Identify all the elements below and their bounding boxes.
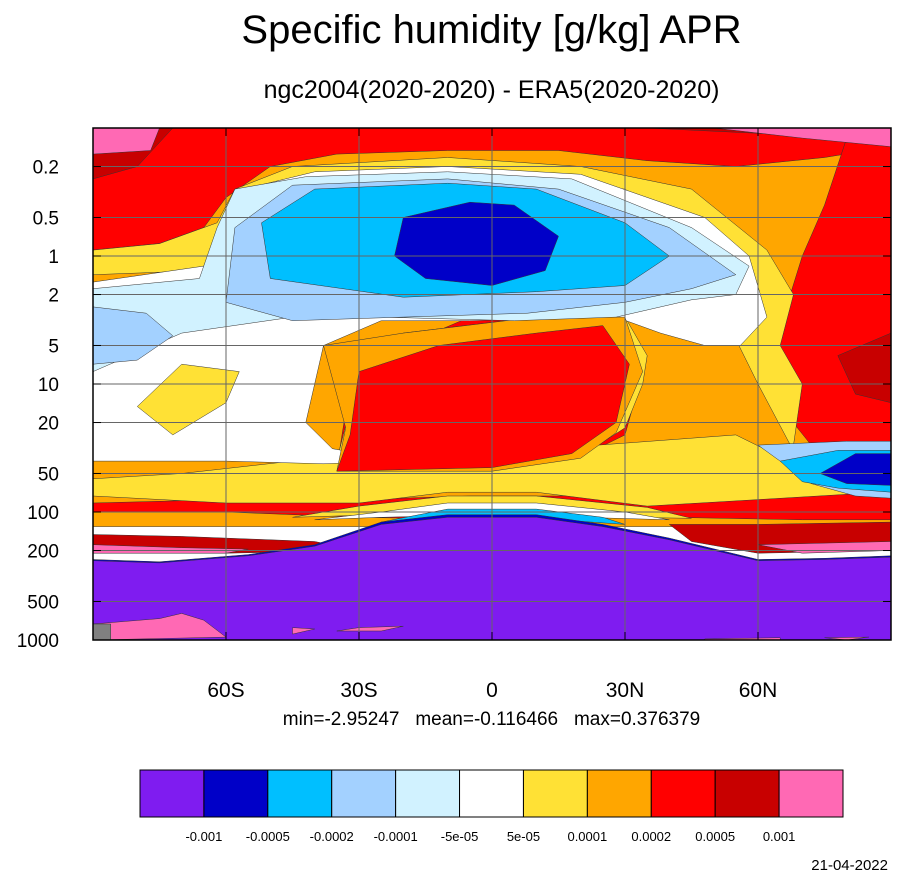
contour-region (394, 201, 559, 286)
y-tick-label: 2 (48, 286, 59, 307)
chart-subtitle: ngc2004(2020-2020) - ERA5(2020-2020) (263, 76, 720, 104)
contour-region (93, 306, 174, 365)
colorbar-swatch (331, 769, 397, 818)
y-tick-label: 200 (27, 542, 59, 563)
contour-region (93, 623, 111, 640)
y-tick-label: 0.5 (33, 208, 59, 229)
contour-region (93, 544, 249, 554)
contour-region (93, 613, 227, 640)
colorbar-label: 0.0002 (631, 829, 671, 844)
plot-area: 60S 30S 0 30N 60N 0.2 0.5 1 2 5 10 20 50 100 200 500 100… (17, 127, 892, 700)
colorbar-swatch (586, 769, 652, 818)
x-tick-label: 60N (739, 679, 778, 700)
x-tick-label: 60S (207, 679, 244, 700)
date-stamp: 21-04-2022 (811, 857, 888, 874)
x-tick-label: 30N (606, 679, 645, 700)
colorbar-swatch (459, 769, 524, 818)
colorbar-label: -0.0005 (246, 829, 290, 844)
colorbar-swatch (139, 769, 205, 818)
y-tick-label: 5 (48, 336, 59, 357)
contour-region (819, 453, 891, 486)
x-tick-label: 0 (486, 679, 498, 700)
stat-mean: mean=-0.116466 (415, 709, 559, 730)
contour-region (824, 636, 869, 640)
colorbar-swatch (203, 769, 269, 818)
contour-region (93, 128, 160, 155)
colorbar-label: -0.0002 (310, 829, 354, 844)
stat-max: max=0.376379 (573, 709, 701, 730)
colorbar-swatch (778, 769, 844, 818)
colorbar-label: 0.0005 (695, 829, 735, 844)
colorbar-swatch (650, 769, 716, 818)
contour-region (837, 332, 891, 403)
colorbar-label: -0.0001 (374, 829, 418, 844)
colorbar-swatch (395, 769, 461, 818)
colorbar-label: -5e-05 (441, 829, 479, 844)
y-tick-label: 1000 (17, 631, 59, 652)
y-tick-label: 10 (38, 375, 59, 396)
colorbar-swatch (267, 769, 333, 818)
stat-min: min=-2.95247 (282, 709, 400, 730)
contour-region (336, 625, 404, 632)
y-tick-label: 1 (48, 247, 59, 268)
colorbar-label: 0.0001 (567, 829, 607, 844)
colorbar-swatch (714, 769, 780, 818)
contour-region (292, 627, 315, 635)
stats-line: min=-2.95247 mean=-0.116466 max=0.376379 (0, 708, 901, 732)
x-tick-label: 30S (340, 679, 377, 700)
y-tick-label: 50 (38, 464, 59, 485)
colorbar-label: -0.001 (185, 829, 222, 844)
colorbar-label: 0.001 (763, 829, 796, 844)
colorbar-label: 5e-05 (507, 829, 540, 844)
y-tick-label: 100 (27, 503, 59, 524)
y-tick-label: 500 (27, 592, 59, 613)
chart-title: Specific humidity [g/kg] APR (241, 8, 742, 52)
axis-ticks: 60S 30S 0 30N 60N 0.2 0.5 1 2 5 10 20 50 100 200 500 100… (17, 128, 891, 700)
y-tick-label: 0.2 (33, 158, 59, 179)
y-tick-label: 20 (38, 414, 59, 435)
contour-region (136, 363, 240, 436)
colorbar-swatch (522, 769, 588, 818)
